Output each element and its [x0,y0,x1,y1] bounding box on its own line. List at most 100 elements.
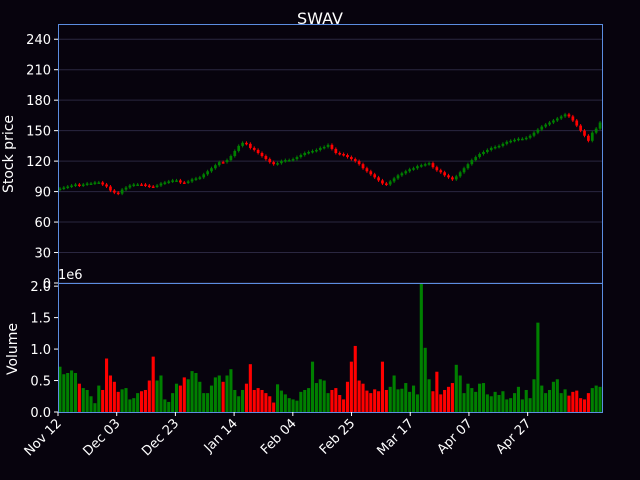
volume-bar [559,393,563,412]
candle-body [552,120,555,123]
volume-bar [551,381,555,412]
volume-bar [85,389,89,412]
candle-body [74,184,77,186]
candle-body [237,145,241,151]
volume-bar [256,388,260,412]
candle-body [221,162,225,164]
candle-body [214,165,217,169]
candle-body [373,174,377,178]
candle-body [369,171,373,175]
volume-bar [318,379,322,412]
candle-body [447,175,450,178]
candle-body [210,168,213,172]
volume-tick-label: 1.5 [30,312,51,327]
volume-bar [462,393,466,412]
volume-bar [89,396,93,412]
x-tick-label: Mar 17 [374,416,417,459]
volume-bar [132,398,136,412]
candle-body [105,184,108,187]
volume-bar [443,389,447,412]
candle-body [155,185,159,187]
candle-body [598,122,602,129]
candle-body [361,164,365,169]
candle-body [451,177,454,180]
volume-bar [248,364,252,412]
price-tick-label: 90 [34,186,51,201]
candle-body [179,180,182,183]
volume-bar [380,361,385,412]
candle-body [381,180,384,184]
x-tick-label: Apr 27 [493,416,534,457]
candle-body [182,182,186,184]
candle-body [357,161,361,165]
volume-y-axis-ticks: 0.0 0.5 1.0 1.5 2.0 [30,280,58,421]
candle-body [396,175,400,179]
candle-body [579,125,582,131]
x-tick-label: Nov 12 [22,416,65,459]
candle-body [563,114,567,117]
candle-body [427,163,431,165]
volume-bar [532,379,536,412]
volume-bar [423,347,427,412]
volume-bar [66,372,70,412]
candle-body [513,139,516,142]
candle-body [338,152,342,155]
volume-bar [342,399,346,412]
candle-body [509,140,513,143]
x-tick-label: Jan 14 [201,416,241,456]
volume-bar [536,322,540,412]
candle-body [567,114,571,117]
candle-body [202,174,206,178]
x-tick-label: Dec 23 [139,416,182,459]
candle-body [462,168,466,173]
volume-bar [427,379,431,412]
volume-bar [563,389,567,412]
volume-bar [544,393,548,412]
candle-body [62,187,66,190]
volume-bar [357,380,361,412]
candle-body [431,163,435,168]
candle-body [583,130,586,136]
volume-bar [334,388,338,412]
candle-body [144,184,147,186]
volume-bar [493,391,497,412]
candle-body [171,180,174,182]
candle-body [295,157,299,160]
volume-bar [264,393,268,412]
candle-body [489,147,493,150]
volume-bar [571,391,575,412]
volume-bar [415,394,419,412]
candle-body [315,149,318,152]
volume-tick-label: 0.0 [30,406,51,421]
volume-bar [353,345,357,412]
candle-body [326,144,330,147]
candle-body [70,185,73,187]
candle-body [276,163,279,165]
candle-body [540,126,544,130]
volume-bar [497,395,501,412]
candle-body [587,135,590,141]
candle-body [109,186,112,191]
volume-bar [77,383,81,412]
volume-bar [190,371,194,412]
volume-bar [287,398,291,412]
price-panel-frame [58,24,603,284]
volume-bar [349,361,353,412]
candle-body [544,124,548,127]
volume-bar [540,385,544,412]
volume-bar [291,399,295,412]
candle-body [346,155,349,158]
candle-body [89,183,93,185]
volume-bar [217,375,221,412]
volume-bar [590,388,594,412]
volume-bar [501,391,505,412]
volume-bar [221,381,225,412]
candle-body [458,172,462,177]
candle-body [330,144,334,149]
volume-bar [198,381,202,412]
candle-body [163,182,167,184]
candle-body [311,150,314,153]
volume-bar [136,393,140,412]
volume-tick-label: 0.5 [30,375,51,390]
candle-body [206,171,209,175]
